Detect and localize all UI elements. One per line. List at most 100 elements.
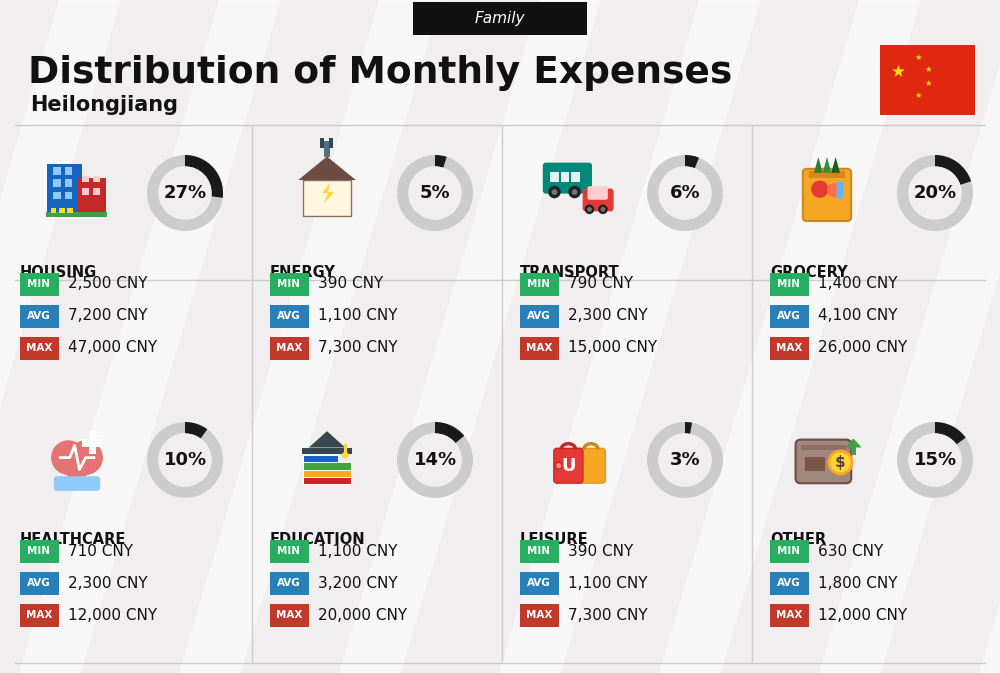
Circle shape — [601, 207, 605, 212]
Wedge shape — [685, 422, 692, 434]
Text: 390 CNY: 390 CNY — [318, 277, 383, 291]
Text: 5%: 5% — [420, 184, 450, 202]
FancyBboxPatch shape — [78, 178, 106, 217]
Text: MAX: MAX — [276, 343, 302, 353]
Circle shape — [158, 433, 212, 487]
FancyBboxPatch shape — [20, 304, 58, 328]
FancyBboxPatch shape — [520, 273, 558, 295]
FancyBboxPatch shape — [561, 172, 569, 182]
Text: MAX: MAX — [776, 610, 802, 620]
Wedge shape — [897, 422, 973, 498]
FancyBboxPatch shape — [554, 448, 583, 483]
Polygon shape — [845, 438, 862, 448]
Text: MAX: MAX — [776, 343, 802, 353]
Text: AVG: AVG — [527, 311, 551, 321]
FancyBboxPatch shape — [796, 439, 851, 483]
Text: ★: ★ — [891, 63, 905, 81]
FancyBboxPatch shape — [805, 457, 825, 470]
Text: EDUCATION: EDUCATION — [270, 532, 366, 547]
FancyBboxPatch shape — [543, 163, 592, 194]
Text: ENERGY: ENERGY — [270, 265, 336, 280]
Text: 2,300 CNY: 2,300 CNY — [68, 575, 148, 590]
Text: 7,300 CNY: 7,300 CNY — [568, 608, 648, 623]
Text: Distribution of Monthly Expenses: Distribution of Monthly Expenses — [28, 55, 732, 91]
Text: LEISURE: LEISURE — [520, 532, 589, 547]
Text: 3,200 CNY: 3,200 CNY — [318, 575, 398, 590]
FancyBboxPatch shape — [303, 455, 338, 462]
FancyBboxPatch shape — [59, 209, 65, 213]
Text: 630 CNY: 630 CNY — [818, 544, 883, 559]
FancyBboxPatch shape — [53, 192, 61, 199]
Text: 26,000 CNY: 26,000 CNY — [818, 341, 907, 355]
Circle shape — [555, 462, 562, 469]
FancyBboxPatch shape — [770, 540, 808, 563]
Text: AVG: AVG — [777, 578, 801, 588]
FancyBboxPatch shape — [82, 188, 89, 195]
FancyBboxPatch shape — [303, 462, 351, 470]
FancyBboxPatch shape — [54, 476, 100, 491]
Wedge shape — [685, 155, 699, 168]
Text: AVG: AVG — [527, 578, 551, 588]
FancyBboxPatch shape — [583, 188, 614, 211]
Text: Family: Family — [475, 11, 525, 26]
FancyBboxPatch shape — [65, 179, 72, 187]
Text: 20%: 20% — [913, 184, 957, 202]
Text: AVG: AVG — [27, 311, 51, 321]
Circle shape — [811, 180, 828, 198]
Wedge shape — [647, 155, 723, 231]
Wedge shape — [435, 155, 447, 168]
FancyBboxPatch shape — [20, 571, 58, 594]
FancyBboxPatch shape — [851, 447, 856, 455]
Text: TRANSPORT: TRANSPORT — [520, 265, 620, 280]
FancyBboxPatch shape — [270, 540, 308, 563]
Text: MAX: MAX — [526, 610, 552, 620]
FancyBboxPatch shape — [770, 273, 808, 295]
FancyBboxPatch shape — [82, 439, 101, 447]
FancyBboxPatch shape — [801, 445, 846, 450]
FancyBboxPatch shape — [93, 188, 100, 195]
Text: MAX: MAX — [276, 610, 302, 620]
FancyBboxPatch shape — [770, 604, 808, 627]
FancyBboxPatch shape — [20, 273, 58, 295]
Text: MIN: MIN — [528, 546, 550, 556]
Wedge shape — [147, 155, 223, 231]
FancyBboxPatch shape — [520, 604, 558, 627]
Text: 47,000 CNY: 47,000 CNY — [68, 341, 157, 355]
Text: 14%: 14% — [413, 451, 457, 469]
Text: U: U — [561, 457, 576, 474]
Text: MIN: MIN — [28, 546, 50, 556]
Text: ★: ★ — [924, 65, 932, 74]
Circle shape — [51, 440, 86, 475]
FancyBboxPatch shape — [413, 2, 587, 35]
Text: 10%: 10% — [163, 451, 207, 469]
FancyBboxPatch shape — [809, 172, 845, 178]
Text: 4,100 CNY: 4,100 CNY — [818, 308, 898, 324]
Text: 6%: 6% — [670, 184, 700, 202]
FancyBboxPatch shape — [770, 304, 808, 328]
FancyBboxPatch shape — [344, 444, 347, 454]
Text: MAX: MAX — [26, 610, 52, 620]
Polygon shape — [823, 157, 831, 173]
Text: 390 CNY: 390 CNY — [568, 544, 633, 559]
FancyBboxPatch shape — [53, 167, 61, 175]
FancyBboxPatch shape — [65, 167, 72, 175]
Circle shape — [908, 433, 962, 487]
Text: MIN: MIN — [28, 279, 50, 289]
Text: 7,300 CNY: 7,300 CNY — [318, 341, 398, 355]
Text: 27%: 27% — [163, 184, 207, 202]
Wedge shape — [897, 155, 973, 231]
FancyBboxPatch shape — [520, 571, 558, 594]
FancyBboxPatch shape — [46, 212, 107, 217]
FancyBboxPatch shape — [303, 180, 351, 216]
Circle shape — [908, 166, 962, 219]
FancyBboxPatch shape — [770, 571, 808, 594]
Polygon shape — [831, 157, 840, 173]
Circle shape — [598, 205, 608, 214]
Text: OTHER: OTHER — [770, 532, 826, 547]
Text: 710 CNY: 710 CNY — [68, 544, 133, 559]
FancyBboxPatch shape — [65, 192, 72, 199]
Wedge shape — [397, 422, 473, 498]
Text: 12,000 CNY: 12,000 CNY — [68, 608, 157, 623]
Circle shape — [408, 433, 462, 487]
FancyBboxPatch shape — [803, 169, 851, 221]
